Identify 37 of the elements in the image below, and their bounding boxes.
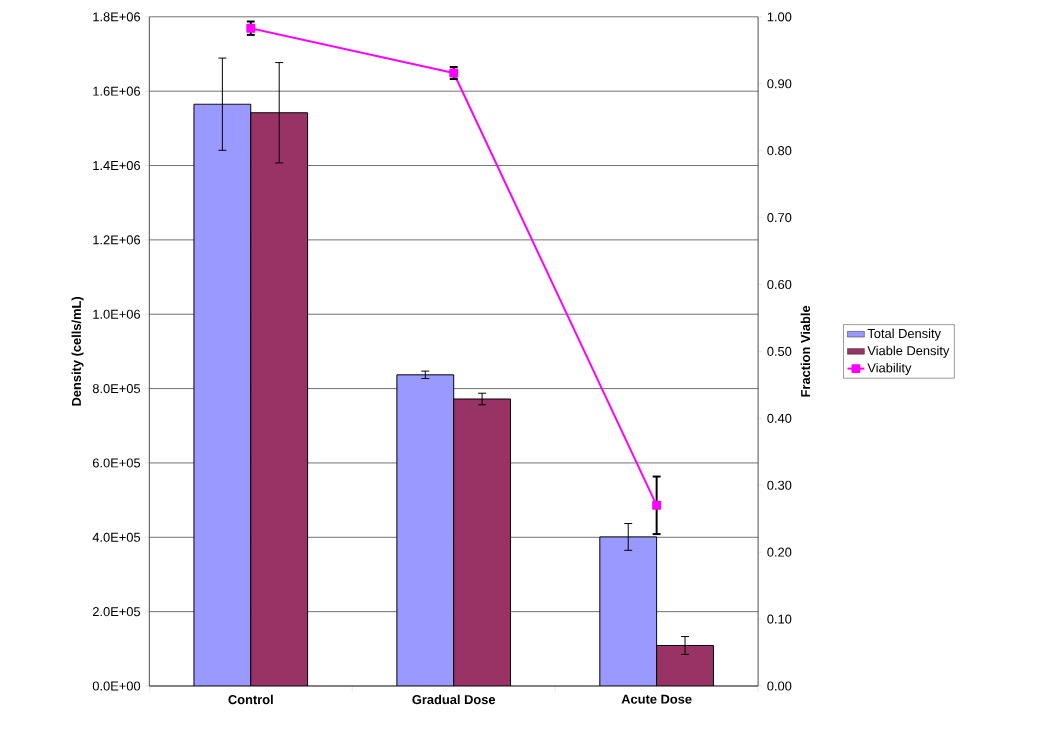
y-tick-label: 1.6E+06: [93, 86, 141, 96]
y-tick-label: 1.4E+06: [93, 161, 141, 171]
y2-tick-label: 0.00: [767, 681, 792, 691]
y2-tick-label: 0.70: [767, 213, 792, 223]
point: [652, 501, 662, 511]
y2-tick-label: 0.60: [767, 280, 792, 290]
bar: [453, 398, 512, 687]
x-tick-label: Acute Dose: [621, 694, 692, 704]
bar: [396, 374, 455, 687]
legend-label: Viability: [867, 363, 912, 376]
y2-tick-label: 0.30: [767, 480, 792, 491]
x-tick-label: Control: [228, 694, 273, 705]
bar: [193, 103, 252, 687]
bar: [599, 536, 658, 687]
y-tick-label: 4.0E+05: [92, 532, 141, 543]
y2-tick-label: 0.40: [767, 414, 792, 424]
y2-axis-title: Fraction Viable: [800, 306, 811, 397]
y2-tick-label: 1.00: [767, 12, 792, 22]
y-tick-label: 1.8E+06: [93, 12, 141, 22]
x-tick-label: Gradual Dose: [412, 694, 496, 705]
y-tick-label: 8.0E+05: [92, 384, 141, 394]
y-tick-label: 0.0E+00: [92, 681, 141, 691]
y2-tick-label: 0.80: [767, 146, 792, 156]
y-tick-label: 1.0E+06: [93, 309, 141, 320]
y2-tick-label: 0.90: [767, 79, 792, 89]
point: [246, 23, 256, 33]
bar: [250, 112, 309, 687]
y-axis-title: Density (cells/mL): [71, 297, 84, 406]
legend-label: Total Density: [867, 328, 941, 341]
y2-tick-label: 0.10: [767, 614, 792, 624]
y-tick-label: 1.2E+06: [93, 235, 141, 245]
y2-tick-label: 0.50: [767, 347, 792, 357]
y-tick-label: 2.0E+05: [92, 607, 141, 617]
y2-tick-label: 0.20: [767, 547, 792, 557]
bar: [656, 645, 714, 687]
legend-label: Viable Density: [867, 346, 950, 359]
y-tick-label: 6.0E+05: [92, 458, 141, 468]
